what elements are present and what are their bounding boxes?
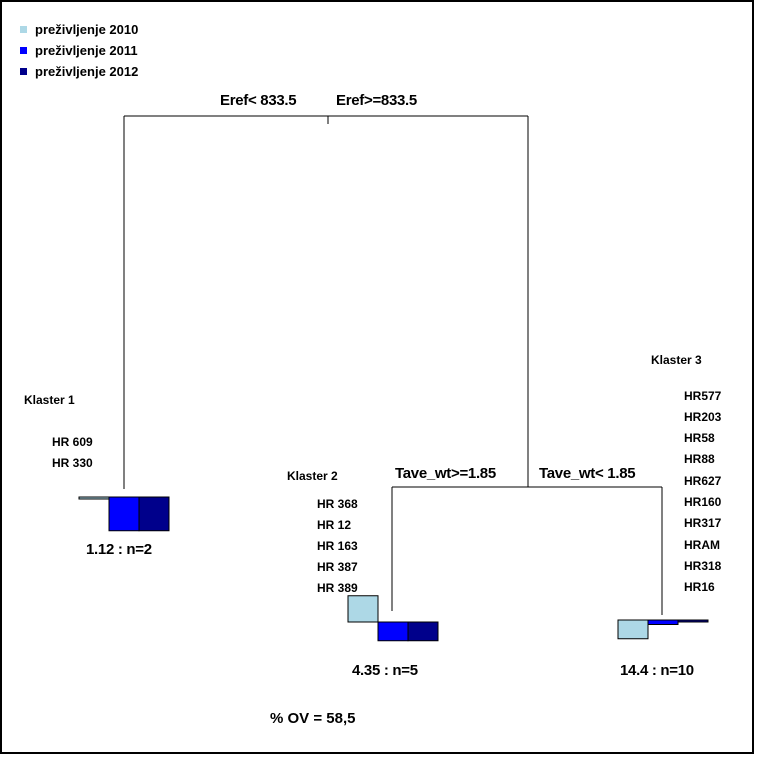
leaf-bars — [78, 496, 709, 642]
right-split-right-label: Tave_wt< 1.85 — [539, 465, 636, 482]
cluster-member: HR627 — [684, 474, 722, 488]
legend-label: preživljenje 2012 — [35, 64, 139, 79]
tree-edges — [123, 115, 663, 615]
cluster-member: HR58 — [684, 431, 715, 445]
cluster-member: HR 163 — [317, 539, 358, 553]
leaf-bar — [78, 496, 110, 500]
root-split-right-label: Eref>=833.5 — [336, 92, 417, 109]
cluster-member: HR203 — [684, 410, 722, 424]
legend-swatch — [20, 26, 27, 33]
cluster-member: HR317 — [684, 516, 722, 530]
leaf-label: 14.4 : n=10 — [620, 662, 694, 679]
leaf-bar — [647, 619, 679, 625]
leaf-label: 4.35 : n=5 — [352, 662, 418, 679]
cluster-member: HR577 — [684, 389, 722, 403]
leaf-bar — [138, 496, 170, 532]
legend-swatch — [20, 68, 27, 75]
cluster-member: HRAM — [684, 538, 720, 552]
cluster-title: Klaster 3 — [651, 353, 702, 367]
root-split-left-label: Eref< 833.5 — [220, 92, 297, 109]
leaf-bar — [108, 496, 140, 532]
cluster-title: Klaster 2 — [287, 469, 338, 483]
leaf-bar — [677, 619, 709, 623]
cluster-member: HR 330 — [52, 456, 93, 470]
legend-item: preživljenje 2011 — [20, 43, 138, 58]
cluster-member: HR 389 — [317, 581, 358, 595]
leaf-bar — [377, 621, 409, 642]
right-split-left-label: Tave_wt>=1.85 — [395, 465, 496, 482]
ov-percentage: % OV = 58,5 — [270, 710, 356, 727]
cluster-title: Klaster 1 — [24, 393, 75, 407]
cluster-member: HR160 — [684, 495, 722, 509]
legend-label: preživljenje 2011 — [35, 43, 138, 58]
legend-item: preživljenje 2012 — [20, 64, 138, 79]
cluster-member: HR318 — [684, 559, 722, 573]
leaf-bar — [617, 619, 649, 640]
cluster-member: HR88 — [684, 452, 715, 466]
legend-swatch — [20, 47, 27, 54]
cluster-member: HR16 — [684, 580, 715, 594]
legend-item: preživljenje 2010 — [20, 22, 138, 37]
leaf-bar — [347, 595, 379, 623]
cluster-member: HR 387 — [317, 560, 358, 574]
leaf-bar — [407, 621, 439, 642]
leaf-label: 1.12 : n=2 — [86, 541, 152, 558]
cluster-member: HR 609 — [52, 435, 93, 449]
cluster-member: HR 368 — [317, 497, 358, 511]
cluster-member: HR 12 — [317, 518, 352, 532]
legend-label: preživljenje 2010 — [35, 22, 139, 37]
